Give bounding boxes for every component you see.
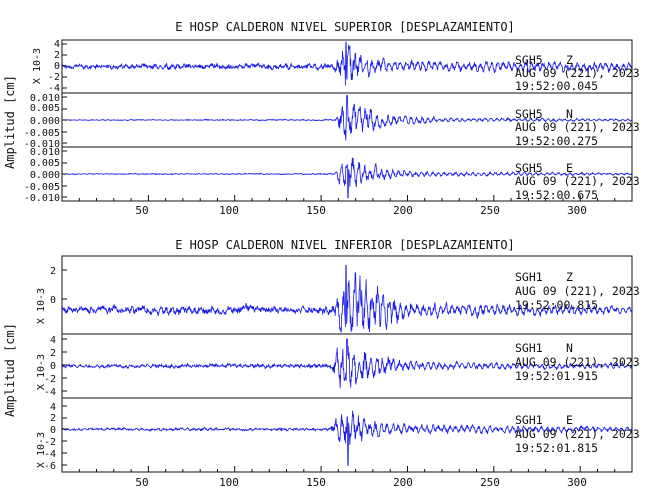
top-x-axis: 50 100 150 200 250 300	[78, 195, 633, 217]
component-label: N	[566, 107, 573, 121]
bottom-y-axis-label: Amplitud [cm]	[3, 323, 17, 417]
y-tick-label: 2	[50, 348, 56, 359]
x-tick-label: 150	[306, 476, 326, 489]
station-label: SGH1	[515, 270, 543, 284]
y-tick-label: 0.005	[30, 158, 60, 169]
component-label: E	[566, 161, 573, 175]
component-label: E	[566, 413, 573, 427]
y-tick-label: -0.005	[24, 128, 60, 139]
component-label: Z	[566, 53, 573, 67]
trace-sgh5-n	[61, 95, 633, 141]
bottom-figure-title: E HOSP CALDERON NIVEL INFERIOR [DESPLAZA…	[175, 238, 515, 252]
x-tick-label: 150	[306, 204, 326, 217]
bottom-e-scale-label: X 10-3	[36, 432, 47, 468]
y-tick-label: -2	[44, 374, 56, 385]
component-label: N	[566, 341, 573, 355]
bottom-n-yticks: 4 2 0 -2 -4	[44, 335, 67, 398]
y-tick-label: -2	[44, 437, 56, 448]
y-tick-label: -4	[44, 449, 56, 460]
bottom-z-yticks: 2 0	[50, 266, 67, 306]
bottom-figure: E HOSP CALDERON NIVEL INFERIOR [DESPLAZA…	[3, 238, 640, 489]
y-tick-label: 2	[54, 50, 60, 61]
trace-sgh5-e	[61, 157, 633, 199]
date-label: AUG 09 (221), 2023	[515, 174, 640, 188]
y-tick-label: -6	[44, 461, 56, 472]
date-label: AUG 09 (221), 2023	[515, 120, 640, 134]
trace-sgh5-z	[61, 41, 632, 86]
station-label: SGH1	[515, 413, 543, 427]
x-tick-label: 200	[393, 476, 413, 489]
bottom-z-scale-label: X 10-3	[36, 288, 47, 324]
top-figure: E HOSP CALDERON NIVEL SUPERIOR [DESPLAZA…	[3, 20, 640, 217]
trace-sgh1-n	[61, 338, 633, 389]
x-tick-label: 300	[567, 204, 587, 217]
y-tick-label: -4	[44, 387, 56, 398]
bottom-annotations: SGH1 Z AUG 09 (221), 2023 19:52:00.815 S…	[515, 270, 640, 455]
trace-sgh1-z	[61, 264, 633, 333]
station-label: SGH1	[515, 341, 543, 355]
y-tick-label: 4	[50, 335, 56, 346]
date-label: AUG 09 (221), 2023	[515, 66, 640, 80]
y-tick-label: 0.005	[30, 103, 60, 114]
x-tick-label: 100	[219, 476, 239, 489]
y-tick-label: 0.010	[30, 147, 60, 158]
top-y-axis-label: Amplitud [cm]	[3, 75, 17, 169]
time-label: 19:52:00.675	[515, 188, 598, 202]
y-tick-label: 0.010	[30, 93, 60, 104]
x-tick-label: 50	[135, 204, 148, 217]
station-label: SGH5	[515, 161, 543, 175]
y-tick-label: 0	[54, 61, 60, 72]
x-tick-label: 300	[567, 476, 587, 489]
time-label: 19:52:01.815	[515, 441, 598, 455]
bottom-panel-frame-e	[61, 397, 633, 473]
y-tick-label: -4	[48, 83, 60, 94]
component-label: Z	[566, 270, 573, 284]
top-z-scale-label: X 10-3	[32, 48, 43, 84]
y-tick-label: 0	[50, 425, 56, 436]
x-tick-label: 100	[219, 204, 239, 217]
x-tick-label: 250	[480, 204, 500, 217]
x-tick-label: 200	[393, 204, 413, 217]
y-tick-label: 0	[50, 295, 56, 306]
y-tick-label: -0.005	[24, 182, 60, 193]
x-tick-label: 250	[480, 476, 500, 489]
station-label: SGH5	[515, 107, 543, 121]
bottom-x-axis: 50 100 150 200 250 300	[78, 466, 633, 489]
top-n-yticks: 0.010 0.005 0.000 -0.005 -0.010	[24, 93, 67, 150]
time-label: 19:52:01.915	[515, 369, 598, 383]
bottom-e-yticks: 4 2 0 -2 -4 -6	[44, 402, 67, 472]
y-tick-label: 4	[54, 39, 60, 50]
y-tick-label: 2	[50, 266, 56, 277]
top-figure-title: E HOSP CALDERON NIVEL SUPERIOR [DESPLAZA…	[175, 20, 515, 34]
date-label: AUG 09 (221), 2023	[515, 355, 640, 369]
bottom-n-scale-label: X 10-3	[36, 354, 47, 390]
top-z-yticks: 4 2 0 -2 -4	[48, 39, 67, 94]
y-tick-label: 0	[50, 361, 56, 372]
top-annotations: SGH5 Z AUG 09 (221), 2023 19:52:00.045 S…	[515, 53, 640, 202]
date-label: AUG 09 (221), 2023	[515, 284, 640, 298]
y-tick-label: 0.000	[30, 116, 60, 127]
y-tick-label: 2	[50, 413, 56, 424]
y-tick-label: 4	[50, 402, 56, 413]
time-label: 19:52:00.815	[515, 298, 598, 312]
y-tick-label: -2	[48, 72, 60, 83]
station-label: SGH5	[515, 53, 543, 67]
trace-sgh1-e	[61, 410, 633, 466]
y-tick-label: -0.010	[24, 139, 60, 150]
time-label: 19:52:00.045	[515, 79, 598, 93]
top-e-yticks: 0.010 0.005 0.000 -0.005 -0.010	[24, 147, 67, 204]
y-tick-label: -0.010	[24, 193, 60, 204]
date-label: AUG 09 (221), 2023	[515, 427, 640, 441]
x-tick-label: 50	[135, 476, 148, 489]
y-tick-label: 0.000	[30, 170, 60, 181]
time-label: 19:52:00.275	[515, 134, 598, 148]
